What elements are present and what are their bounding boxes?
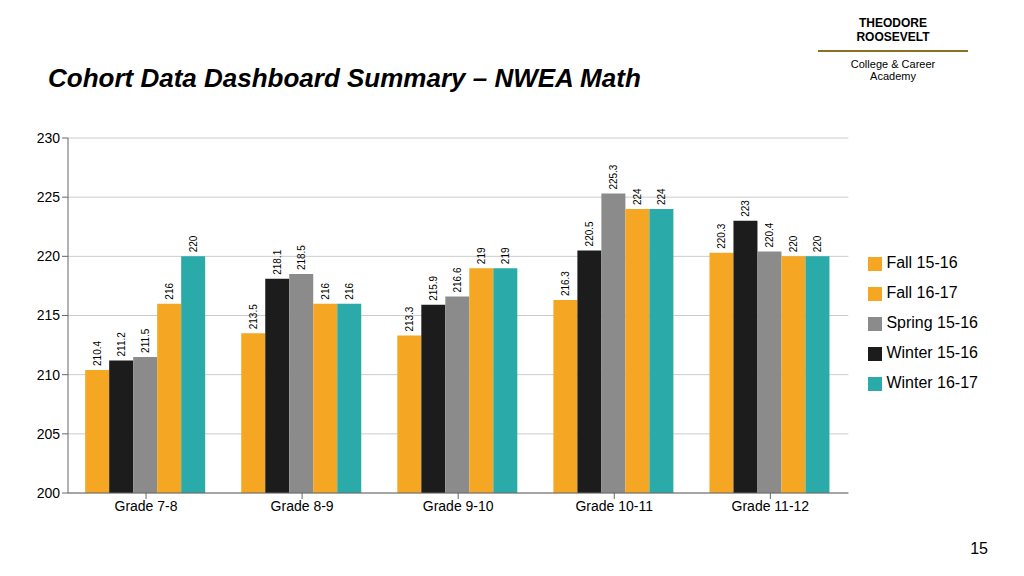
html-text:Fall 16-17: Fall 16-17	[886, 284, 958, 301]
html-text:Spring 15-16: Spring 15-16	[886, 314, 978, 331]
svg-text:220: 220	[37, 248, 61, 264]
svg-text:215.9: 215.9	[428, 275, 439, 300]
html-text:Academy: Academy	[870, 70, 916, 82]
svg-text:224: 224	[632, 188, 643, 205]
svg-text:219: 219	[476, 247, 487, 264]
svg-text:230: 230	[37, 130, 61, 146]
svg-text:211.5: 211.5	[140, 328, 151, 353]
html-text:ROOSEVELT: ROOSEVELT	[856, 30, 930, 44]
svg-text:213.3: 213.3	[404, 306, 415, 331]
svg-text:216.3: 216.3	[560, 271, 571, 296]
svg-text:220: 220	[788, 235, 799, 252]
html-text:Fall 15-16: Fall 15-16	[886, 254, 958, 271]
html-text:Winter 16-17: Winter 16-17	[886, 374, 978, 391]
html-text:College & Career: College & Career	[850, 58, 936, 70]
svg-text:219: 219	[500, 247, 511, 264]
html-text:Winter 15-16: Winter 15-16	[886, 344, 978, 361]
svg-text:220.3: 220.3	[716, 223, 727, 248]
svg-text:218.1: 218.1	[272, 249, 283, 274]
svg-text:216.6: 216.6	[452, 267, 463, 292]
svg-text:Grade 9-10: Grade 9-10	[423, 498, 494, 514]
svg-text:Grade 8-9: Grade 8-9	[271, 498, 334, 514]
svg-text:216: 216	[164, 283, 175, 300]
svg-text:215: 215	[37, 307, 61, 323]
svg-text:225.3: 225.3	[608, 164, 619, 189]
svg-text:Grade 11-12: Grade 11-12	[732, 498, 810, 514]
svg-text:225: 225	[37, 189, 61, 205]
svg-text:213.5: 213.5	[248, 304, 259, 329]
svg-text:Grade 10-11: Grade 10-11	[575, 498, 653, 514]
svg-text:220.4: 220.4	[764, 222, 775, 247]
svg-text:218.5: 218.5	[296, 245, 307, 270]
svg-text:210.4: 210.4	[92, 340, 103, 365]
svg-text:216: 216	[344, 283, 355, 300]
svg-text:220.5: 220.5	[584, 221, 595, 246]
svg-text:210: 210	[37, 367, 61, 383]
svg-text:211.2: 211.2	[116, 332, 127, 357]
svg-text:220: 220	[812, 235, 823, 252]
svg-text:205: 205	[37, 426, 61, 442]
html-text:15: 15	[970, 540, 988, 557]
svg-text:223: 223	[740, 200, 751, 217]
html-text:THEODORE: THEODORE	[859, 16, 927, 30]
svg-text:216: 216	[320, 283, 331, 300]
svg-text:220: 220	[188, 235, 199, 252]
svg-text:Grade 7-8: Grade 7-8	[115, 498, 178, 514]
html-text:Cohort Data Dashboard Summary: Cohort Data Dashboard Summary – NWEA Mat…	[48, 63, 641, 93]
svg-text:200: 200	[37, 485, 61, 501]
svg-text:224: 224	[656, 188, 667, 205]
